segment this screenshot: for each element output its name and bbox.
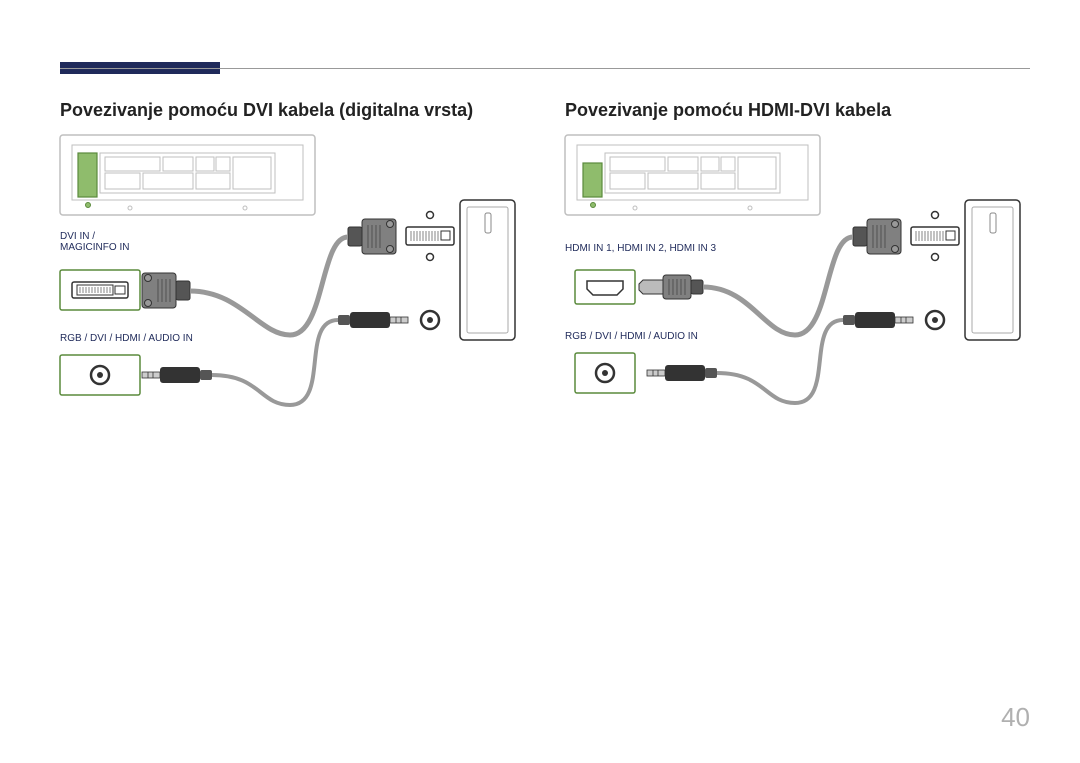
left-section-title: Povezivanje pomoću DVI kabela (digitalna… (60, 100, 525, 121)
left-port2-label: RGB / DVI / HDMI / AUDIO IN (60, 333, 193, 344)
right-section-title: Povezivanje pomoću HDMI-DVI kabela (565, 100, 1030, 121)
left-column: Povezivanje pomoću DVI kabela (digitalna… (60, 100, 525, 415)
right-diagram: HDMI IN 1, HDMI IN 2, HDMI IN 3 RGB / DV… (565, 135, 1030, 415)
left-diagram: DVI IN / MAGICINFO IN RGB / DVI / HDMI /… (60, 135, 525, 415)
left-diagram-svg (60, 135, 530, 415)
header-rule (60, 68, 1030, 69)
right-diagram-svg (565, 135, 1035, 415)
page-number: 40 (1001, 702, 1030, 733)
left-port1-label: DVI IN / MAGICINFO IN (60, 231, 129, 253)
right-port2-label: RGB / DVI / HDMI / AUDIO IN (565, 331, 698, 342)
right-column: Povezivanje pomoću HDMI-DVI kabela (565, 100, 1030, 415)
content-area: Povezivanje pomoću DVI kabela (digitalna… (60, 100, 1030, 415)
right-port1-label: HDMI IN 1, HDMI IN 2, HDMI IN 3 (565, 243, 716, 254)
